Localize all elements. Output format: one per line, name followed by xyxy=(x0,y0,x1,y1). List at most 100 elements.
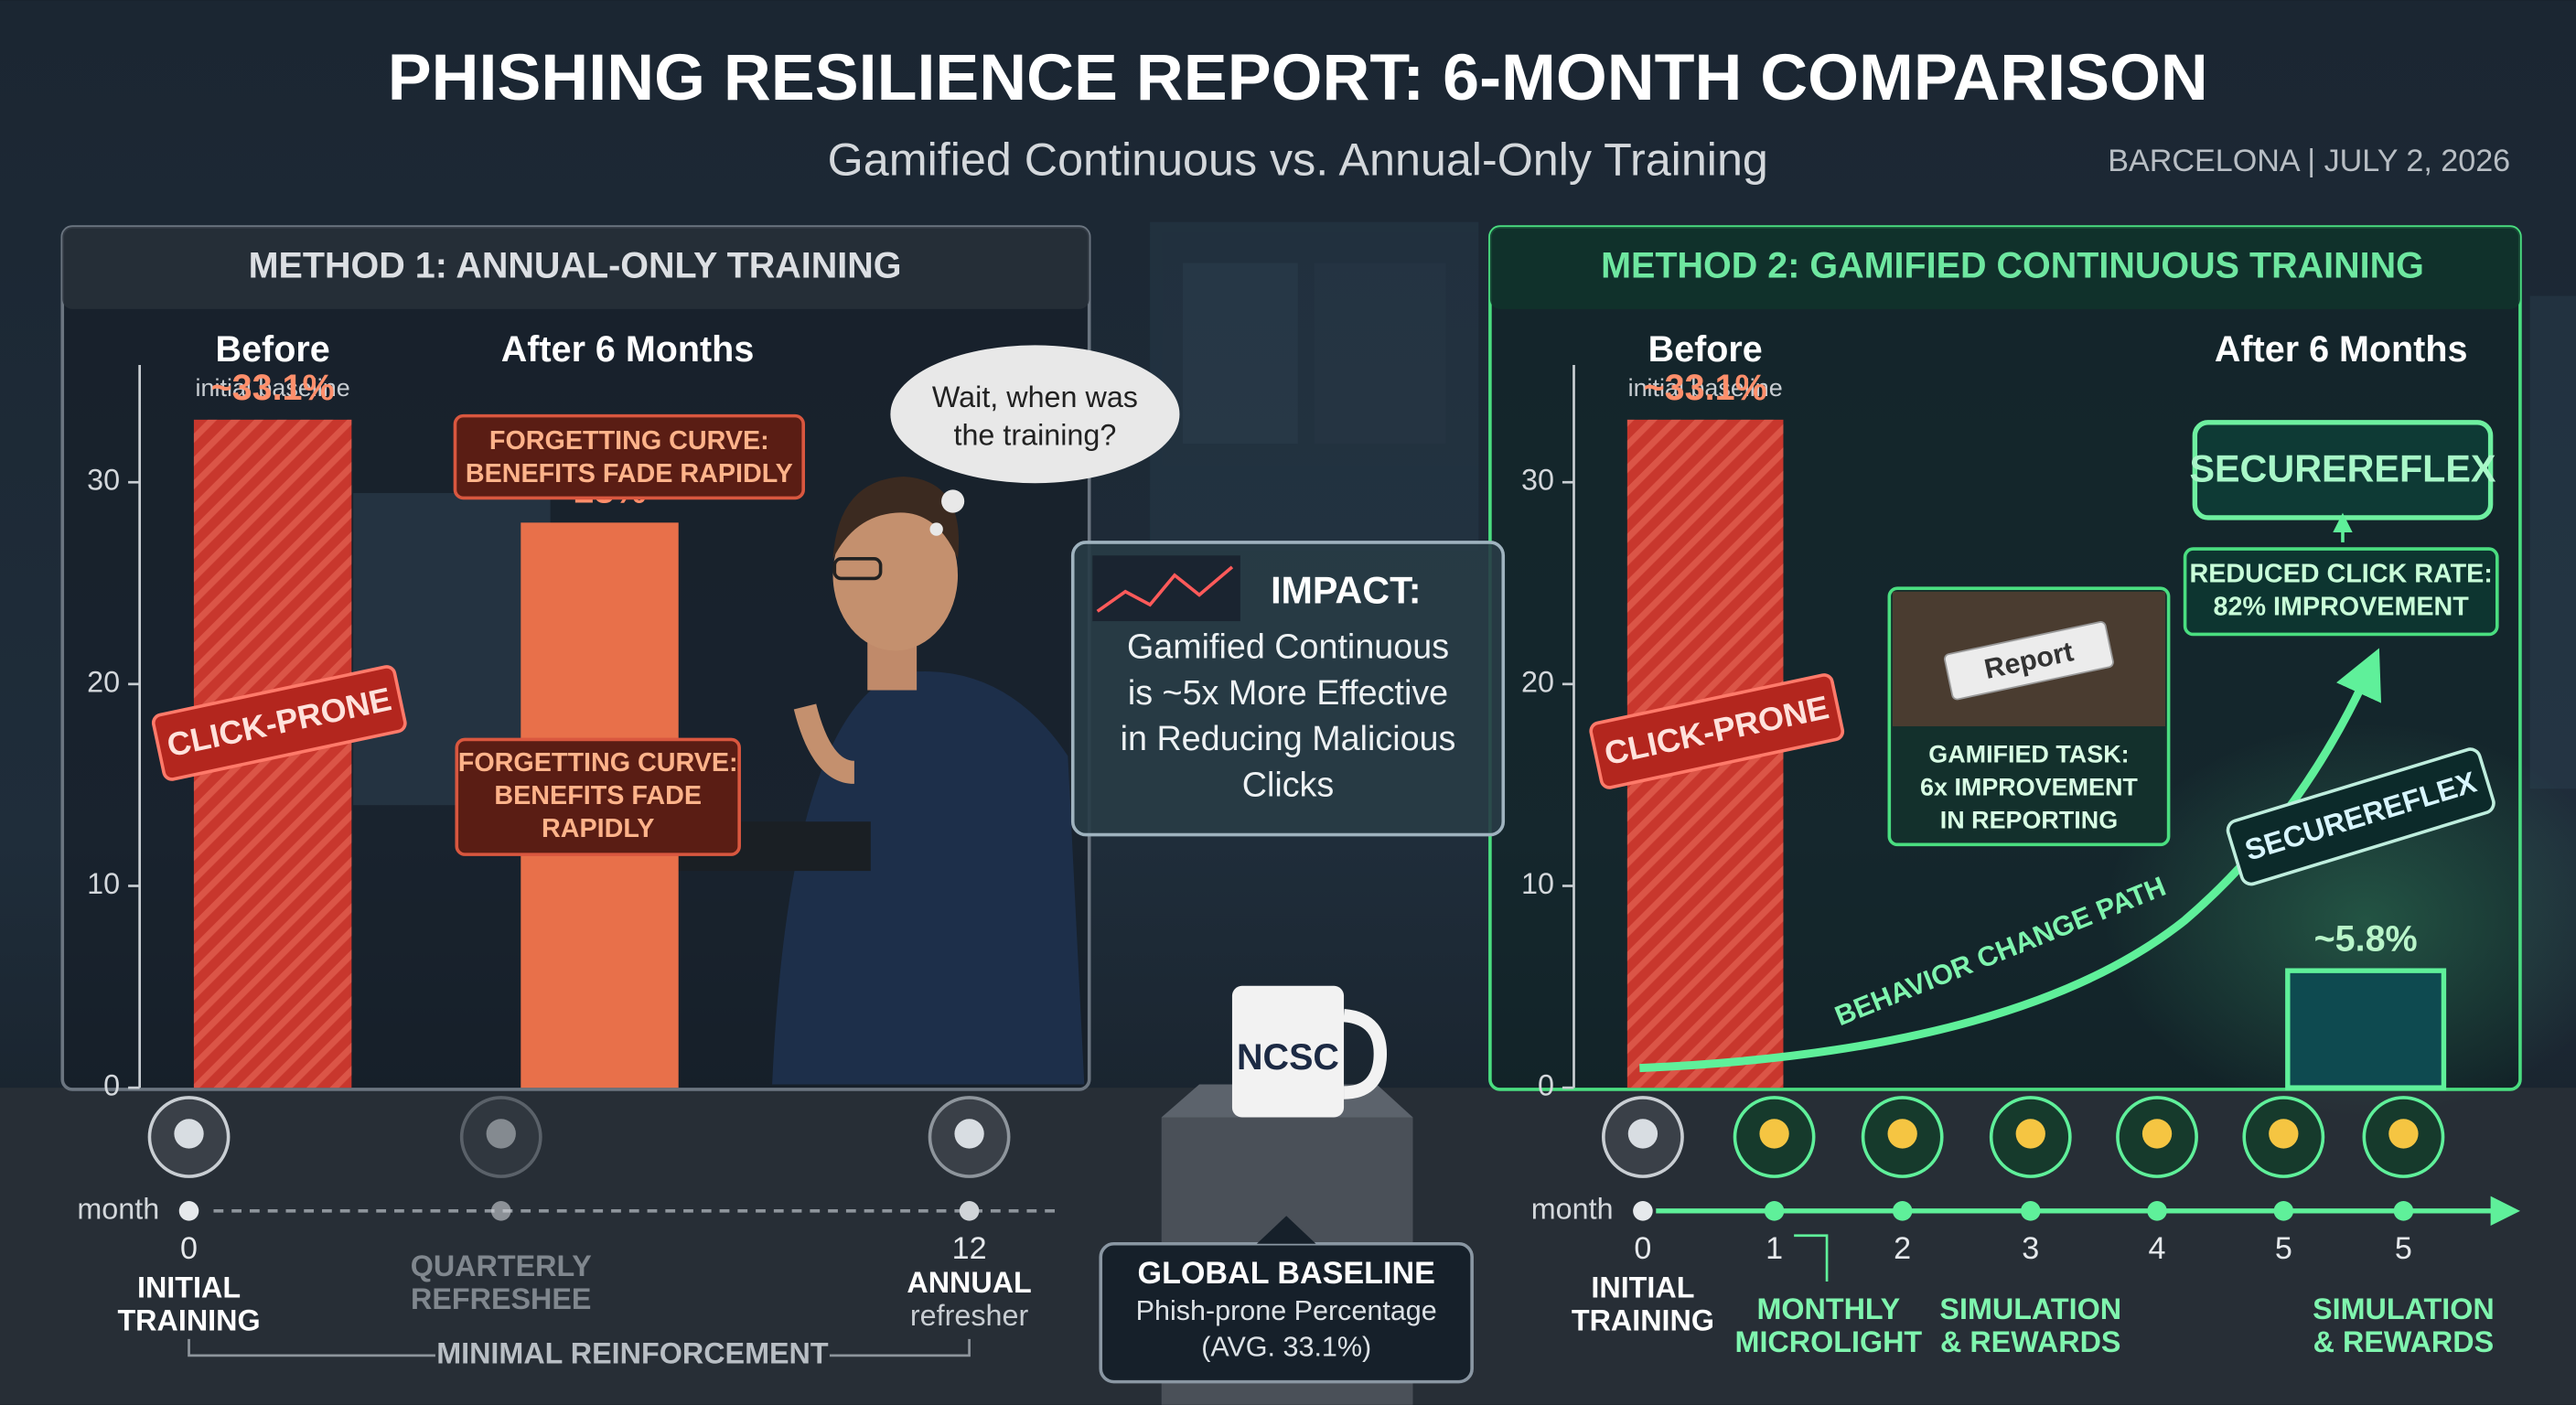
y-tick-label: 0 xyxy=(1538,1069,1554,1102)
timeline-caption: refresher xyxy=(910,1299,1029,1332)
category-label: Before xyxy=(1648,329,1763,370)
impact-body: Clicks xyxy=(1242,765,1335,803)
timeline-icon-glyph xyxy=(2269,1119,2299,1149)
timeline-tick: 1 xyxy=(1766,1231,1783,1266)
mug-label: NCSC xyxy=(1237,1037,1339,1078)
timeline-icon-glyph xyxy=(174,1119,204,1149)
dateline: BARCELONA | JULY 2, 2026 xyxy=(2108,144,2510,178)
thought-bubble xyxy=(890,345,1180,536)
callout-pointer xyxy=(1256,1216,1316,1244)
connector xyxy=(1794,1234,1829,1282)
baseline-text: Phish-prone Percentage xyxy=(1136,1295,1437,1326)
y-tick-label: 0 xyxy=(103,1069,120,1102)
category-note: initial baseline xyxy=(1628,374,1783,402)
timeline-dot xyxy=(1633,1201,1653,1221)
timeline-tick: 12 xyxy=(952,1231,987,1266)
badge-label: SECUREREFLEX xyxy=(2189,448,2496,490)
timeline-dot xyxy=(1892,1201,1913,1221)
bracket-label: MINIMAL REINFORCEMENT xyxy=(436,1336,829,1369)
timeline-caption: INITIAL xyxy=(137,1271,241,1304)
timeline-dot xyxy=(178,1201,199,1221)
timeline-caption: INITIAL xyxy=(1591,1271,1694,1304)
annotation-text: RAPIDLY xyxy=(542,814,654,843)
office-backdrop xyxy=(1150,221,2576,789)
timeline-caption: SIMULATION xyxy=(1939,1292,2121,1325)
annotation-text: BENEFITS FADE RAPIDLY xyxy=(466,459,793,488)
chart-title: METHOD 1: ANNUAL-ONLY TRAINING xyxy=(249,245,902,285)
timeline-caption: ANNUAL xyxy=(907,1266,1031,1299)
category-label: After 6 Months xyxy=(501,329,755,370)
timeline-caption: & REWARDS xyxy=(2313,1325,2494,1358)
annotation-text: IN REPORTING xyxy=(1940,806,2118,833)
bracket xyxy=(188,1338,971,1357)
timeline-dot xyxy=(2147,1201,2167,1221)
annotation-text: FORGETTING CURVE: xyxy=(489,426,769,456)
timeline-tick: 2 xyxy=(1894,1231,1911,1266)
annotation-text: REDUCED CLICK RATE: xyxy=(2190,559,2493,588)
y-tick-label: 10 xyxy=(1521,867,1554,900)
timeline-axis-label: month xyxy=(77,1192,159,1225)
y-tick-label: 20 xyxy=(1521,665,1554,698)
timeline-caption: & REWARDS xyxy=(1940,1325,2120,1358)
baseline-text: (AVG. 33.1%) xyxy=(1201,1332,1371,1363)
y-tick-label: 30 xyxy=(1521,464,1554,497)
timeline-tick: 0 xyxy=(1634,1231,1651,1266)
report-tag-box xyxy=(1944,621,2114,701)
annotation-text: BENEFITS FADE xyxy=(494,781,702,810)
annotation-text: GAMIFIED TASK: xyxy=(1928,740,2129,767)
timeline-icon-glyph xyxy=(1887,1119,1917,1149)
value-label: ~33.1% xyxy=(1644,368,1767,408)
timeline-dot xyxy=(2273,1201,2294,1221)
value-label: ~33.1% xyxy=(211,368,335,408)
timeline-icon-glyph xyxy=(486,1119,516,1149)
person-illustration xyxy=(657,477,1085,1085)
report-tag: Report xyxy=(1944,621,2114,701)
timeline-dot xyxy=(1764,1201,1785,1221)
bar xyxy=(2285,968,2447,1090)
category-label: After 6 Months xyxy=(2215,329,2468,370)
behavior-path xyxy=(1639,648,2382,1073)
annotation-text: 82% IMPROVEMENT xyxy=(2214,592,2470,621)
timeline-tick: 4 xyxy=(2149,1231,2166,1266)
chart-title: METHOD 2: GAMIFIED CONTINUOUS TRAINING xyxy=(1601,245,2424,285)
annotation-box xyxy=(455,737,741,856)
timeline-tick: 3 xyxy=(2022,1231,2039,1266)
mug-handle xyxy=(1343,1008,1387,1099)
timeline-caption: QUARTERLY xyxy=(411,1249,593,1282)
y-tick-label: 30 xyxy=(87,464,120,497)
timeline-caption: TRAINING xyxy=(117,1303,260,1336)
tag-box xyxy=(1589,673,1845,789)
timeline-tick: 5 xyxy=(2275,1231,2292,1266)
annotation-box xyxy=(453,413,805,500)
annotation-text: FORGETTING CURVE: xyxy=(458,748,738,778)
timeline-icon-glyph xyxy=(2388,1119,2419,1149)
impact-thumbnail xyxy=(1092,555,1240,622)
impact-body: is ~5x More Effective xyxy=(1128,673,1448,712)
value-label: ~5.8% xyxy=(2314,918,2418,959)
thought-text: the training? xyxy=(953,418,1116,451)
tag-box xyxy=(151,665,407,781)
panel-left-header xyxy=(62,227,1089,309)
category-label: Before xyxy=(216,329,330,370)
timeline-icon-glyph xyxy=(2015,1119,2045,1149)
timeline-caption: TRAINING xyxy=(1572,1303,1714,1336)
page-title: PHISHING RESILIENCE REPORT: 6-MONTH COMP… xyxy=(388,41,2208,114)
impact-sparkline xyxy=(1096,565,1234,613)
path-badge-box xyxy=(2226,747,2496,886)
impact-heading: IMPACT: xyxy=(1271,569,1421,611)
timeline-icon-glyph xyxy=(1759,1119,1789,1149)
timeline-axis-label: month xyxy=(1531,1192,1614,1225)
timeline-tick: 0 xyxy=(180,1231,198,1266)
y-tick-label: 10 xyxy=(87,867,120,900)
timeline-caption: MONTHLY xyxy=(1756,1292,1900,1325)
timeline-dot xyxy=(2020,1201,2041,1221)
annotation-box xyxy=(2183,547,2499,637)
timeline-dot xyxy=(490,1201,511,1221)
timeline-caption: REFRESHEE xyxy=(411,1282,592,1315)
timeline-caption: MICROLIGHT xyxy=(1735,1325,1923,1358)
impact-body: in Reducing Malicious xyxy=(1121,719,1456,757)
baseline-title: GLOBAL BASELINE xyxy=(1138,1256,1435,1291)
annotation-text: 6x IMPROVEMENT xyxy=(1920,773,2138,800)
